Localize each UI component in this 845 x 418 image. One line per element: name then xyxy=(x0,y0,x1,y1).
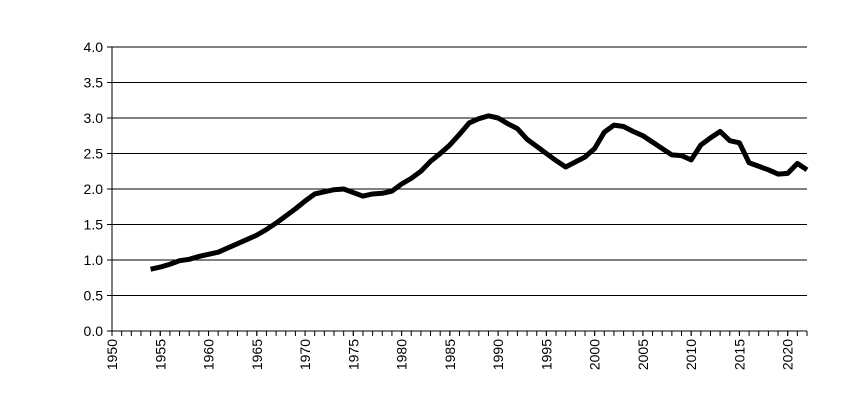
x-tick-label: 1950 xyxy=(104,339,120,370)
line-series xyxy=(150,113,809,272)
y-tick-label: 1.5 xyxy=(84,217,104,233)
y-tick-label: 1.0 xyxy=(84,252,104,268)
x-tick-label: 2015 xyxy=(731,339,747,370)
x-tick-label: 1960 xyxy=(201,339,217,370)
y-tick-label: 2.5 xyxy=(84,146,104,162)
x-tick-label: 2010 xyxy=(683,339,699,370)
x-tick-label: 2020 xyxy=(780,339,796,370)
x-tick-label: 1965 xyxy=(249,339,265,370)
y-tick-label: 3.0 xyxy=(84,110,104,126)
x-tick-label: 1985 xyxy=(442,339,458,370)
y-tick-label: 0.0 xyxy=(84,323,104,339)
x-tick-label: 2005 xyxy=(635,339,651,370)
x-tick-label: 1970 xyxy=(297,339,313,370)
x-tick-label: 1990 xyxy=(490,339,506,370)
x-tick-label: 1980 xyxy=(394,339,410,370)
y-tick-label: 2.0 xyxy=(84,181,104,197)
y-tick-label: 4.0 xyxy=(84,39,104,55)
y-tick-label: 3.5 xyxy=(84,75,104,91)
x-tick-label: 1995 xyxy=(538,339,554,370)
x-tick-label: 1955 xyxy=(152,339,168,370)
y-tick-label: 0.5 xyxy=(84,288,104,304)
x-tick-label: 2000 xyxy=(587,339,603,370)
x-tick-label: 1975 xyxy=(345,339,361,370)
